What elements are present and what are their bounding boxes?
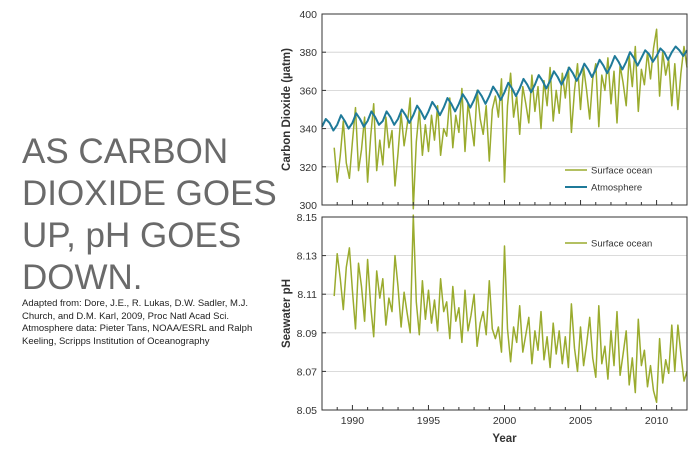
x-axis-label: Year [492,433,517,445]
y-tick-label: 320 [299,162,317,174]
credit-line: Church, and D.M. Karl, 2009, Proc Natl A… [22,310,229,322]
y-axis-label: Seawater pH [281,279,293,348]
legend-label: Surface ocean [591,239,652,250]
y-tick-label: 8.15 [297,212,318,224]
y-tick-label: 380 [299,47,317,59]
series-line-atmosphere [321,45,688,132]
headline-line: UP, pH GOES [22,216,242,255]
y-tick-label: 8.13 [297,251,318,263]
headline-line: DIOXIDE GOES [22,174,277,213]
legend-label: Surface ocean [591,166,652,177]
y-axis-label: Carbon Dioxide (µatm) [281,48,293,171]
x-tick-label: 1995 [417,415,441,427]
y-tick-label: 400 [299,9,317,21]
y-tick-label: 360 [299,85,317,97]
x-tick-label: 2000 [493,415,517,427]
headline: AS CARBON DIOXIDE GOES UP, pH GOES DOWN. [22,131,277,299]
credit-line: Adapted from: Dore, J.E., R. Lukas, D.W.… [22,298,248,309]
headline-line: DOWN. [22,258,143,297]
headline-line: AS CARBON [22,132,229,171]
y-tick-label: 300 [299,200,317,212]
credit-line: Keeling, Scripps Institution of Oceanogr… [22,335,210,347]
source-credit: Adapted from: Dore, J.E., R. Lukas, D.W.… [22,298,272,348]
y-tick-label: 8.11 [297,289,317,301]
series-line-surface-ocean [333,214,688,404]
y-tick-label: 340 [299,124,317,136]
x-tick-label: 1990 [341,415,365,427]
y-tick-label: 8.09 [297,328,318,340]
y-tick-label: 8.07 [297,366,318,378]
y-tick-label: 8.05 [297,405,318,417]
series-line-surface-ocean [333,28,688,210]
credit-line: Atmosphere data: Pieter Tans, NOAA/ESRL … [22,323,253,335]
legend-label: Atmosphere [591,183,642,194]
x-tick-label: 2005 [569,415,593,427]
x-tick-label: 2010 [645,415,669,427]
